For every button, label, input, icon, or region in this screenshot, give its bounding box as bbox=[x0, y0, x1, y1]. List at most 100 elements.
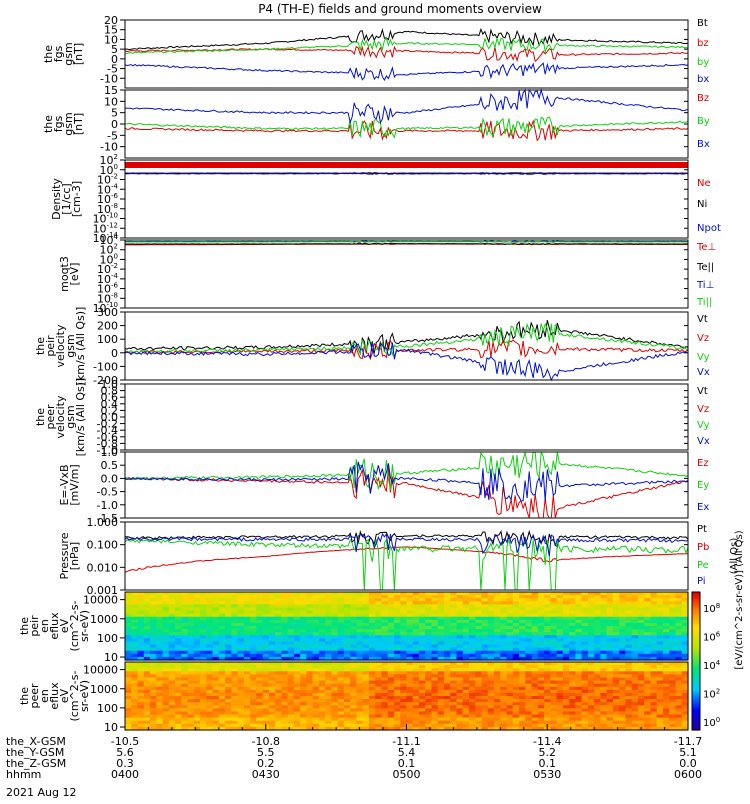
spectrogram-cell bbox=[368, 653, 376, 658]
spectrogram-cell bbox=[544, 629, 551, 633]
spectrogram-cell bbox=[575, 626, 583, 630]
spectrogram-cell bbox=[525, 650, 533, 655]
spectrogram-cell bbox=[537, 622, 545, 627]
spectrogram-cell bbox=[506, 717, 514, 722]
legend-entry: Vz bbox=[697, 333, 709, 344]
spectrogram-cell bbox=[544, 635, 551, 639]
spectrogram-cell bbox=[450, 629, 458, 633]
spectrogram-cell bbox=[412, 726, 420, 731]
spectrogram-cell bbox=[425, 708, 433, 713]
spectrogram-cell bbox=[350, 708, 358, 713]
y-tick-label: 20 bbox=[104, 14, 118, 27]
spectrogram-cell bbox=[500, 723, 508, 728]
spectrogram-cell bbox=[650, 717, 658, 722]
spectrogram-cell bbox=[275, 619, 282, 624]
colorbar-swatch bbox=[692, 695, 700, 699]
spectrogram-cell bbox=[387, 674, 395, 679]
panel-peir-eflux: 10000100010010thepeirenefluxeV(cm^2-s-sr… bbox=[18, 592, 689, 664]
spectrogram-cell bbox=[456, 626, 464, 630]
spectrogram-cell bbox=[537, 662, 545, 666]
spectrogram-cell bbox=[387, 610, 395, 615]
spectrogram-cell bbox=[575, 668, 583, 672]
spectrogram-cell bbox=[125, 671, 132, 675]
spectrogram-cell bbox=[637, 680, 645, 685]
spectrogram-cell bbox=[600, 647, 608, 652]
spectrogram-cell bbox=[419, 601, 426, 605]
spectrogram-cell bbox=[450, 692, 458, 697]
spectrogram-cell bbox=[193, 699, 201, 703]
spectrogram-cell bbox=[262, 616, 270, 621]
spectrogram-cell bbox=[550, 629, 558, 633]
spectrogram-cell bbox=[237, 677, 245, 682]
panel-frame bbox=[124, 311, 689, 381]
panel-frame bbox=[124, 521, 689, 591]
spectrogram-cell bbox=[487, 647, 495, 652]
spectrogram-cell bbox=[243, 635, 251, 639]
spectrogram-cell bbox=[400, 610, 408, 615]
spectrogram-cell bbox=[137, 692, 145, 697]
spectrogram-cell bbox=[200, 665, 207, 669]
spectrogram-cell bbox=[456, 604, 464, 609]
spectrogram-cell bbox=[431, 650, 439, 655]
spectrogram-cell bbox=[412, 677, 420, 682]
spectrogram-cell bbox=[381, 717, 389, 722]
spectrogram-cell bbox=[556, 629, 564, 633]
spectrogram-cell bbox=[419, 689, 426, 694]
spectrogram-cell bbox=[512, 644, 520, 649]
spectrogram-cell bbox=[362, 702, 370, 706]
spectrogram-cell bbox=[444, 629, 451, 633]
spectrogram-cell bbox=[662, 692, 670, 697]
spectrogram-cell bbox=[600, 699, 608, 703]
spectrogram-cell bbox=[587, 629, 595, 633]
spectrogram-cell bbox=[331, 671, 339, 675]
spectrogram-cell bbox=[150, 662, 157, 666]
spectrogram-cell bbox=[481, 610, 489, 615]
spectrogram-cell bbox=[231, 711, 239, 716]
y-tick-label: 1000 bbox=[90, 683, 118, 696]
spectrogram-cell bbox=[275, 647, 282, 652]
spectrogram-cell bbox=[318, 632, 326, 636]
spectrogram-cell bbox=[125, 641, 132, 646]
spectrogram-cell bbox=[681, 720, 689, 725]
spectrogram-cell bbox=[375, 689, 383, 694]
spectrogram-cell bbox=[168, 638, 176, 643]
spectrogram-cell bbox=[256, 668, 264, 672]
spectrogram-cell bbox=[137, 613, 145, 618]
spectrogram-cell bbox=[437, 711, 445, 716]
spectrogram-cell bbox=[650, 619, 658, 624]
spectrogram-cell bbox=[437, 629, 445, 633]
spectrogram-cell bbox=[200, 626, 207, 630]
spectrogram-cell bbox=[444, 598, 451, 602]
spectrogram-cell bbox=[469, 592, 476, 596]
spectrogram-cell bbox=[300, 714, 308, 719]
spectrogram-cell bbox=[237, 632, 245, 636]
spectrogram-cell bbox=[281, 604, 289, 609]
spectrogram-cell bbox=[562, 671, 570, 675]
spectrogram-cell bbox=[450, 619, 458, 624]
spectrogram-cell bbox=[412, 604, 420, 609]
spectrogram-cell bbox=[143, 699, 151, 703]
spectrogram-cell bbox=[544, 622, 551, 627]
spectrogram-cell bbox=[406, 638, 414, 643]
spectrogram-cell bbox=[356, 641, 364, 646]
legend-entry: Ne bbox=[697, 178, 711, 189]
colorbar-swatch bbox=[692, 642, 700, 646]
spectrogram-cell bbox=[519, 647, 526, 652]
spectrogram-cell bbox=[600, 708, 608, 713]
spectrogram-cell bbox=[487, 714, 495, 719]
spectrogram-cell bbox=[631, 653, 639, 658]
spectrogram-cell bbox=[425, 619, 433, 624]
spectrogram-cell bbox=[175, 692, 182, 697]
spectrogram-cell bbox=[631, 677, 639, 682]
spectrogram-cell bbox=[331, 592, 339, 596]
spectrogram-cell bbox=[644, 641, 652, 646]
spectrogram-cell bbox=[212, 653, 220, 658]
spectrogram-cell bbox=[662, 711, 670, 716]
spectrogram-cell bbox=[187, 674, 195, 679]
spectrogram-cell bbox=[500, 598, 508, 602]
spectrogram-cell bbox=[462, 726, 470, 731]
spectrogram-cell bbox=[300, 635, 308, 639]
spectrogram-cell bbox=[412, 650, 420, 655]
spectrogram-cell bbox=[200, 595, 207, 599]
spectrogram-cell bbox=[562, 711, 570, 716]
